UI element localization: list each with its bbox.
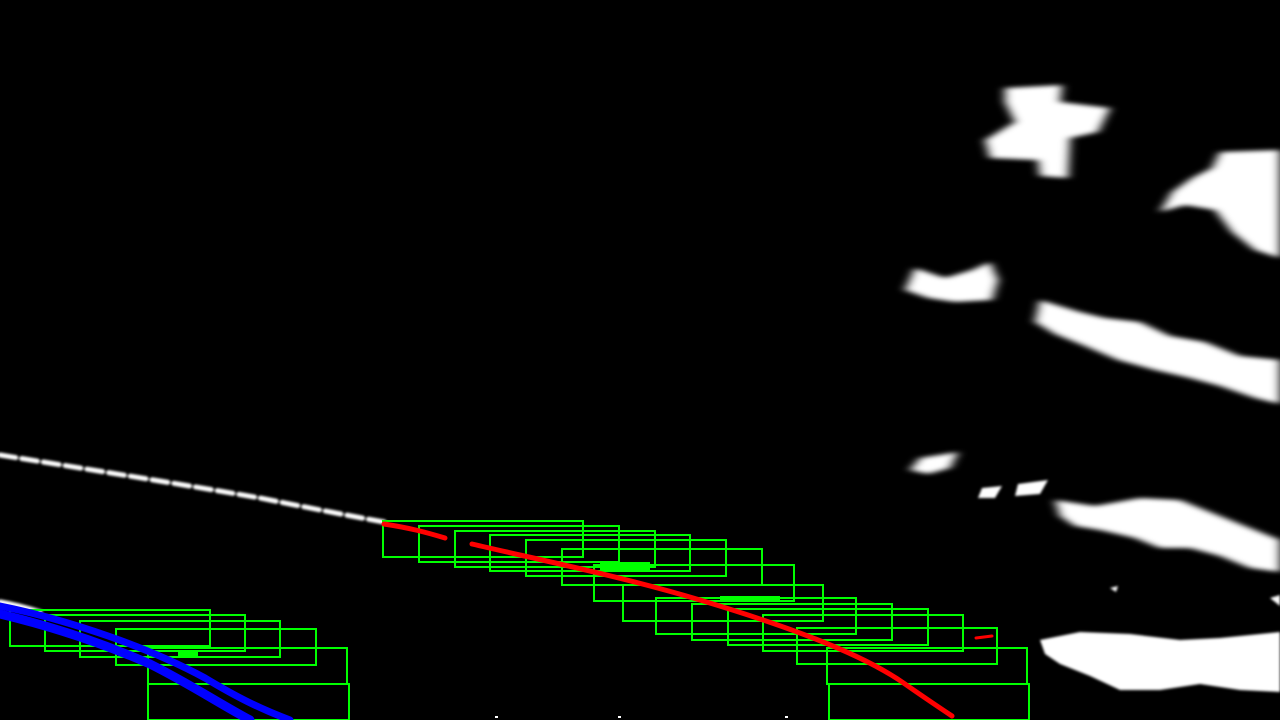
- threshold-lane-streak: [0, 452, 387, 615]
- right-lane-search-windows: [382, 520, 1030, 720]
- threshold-noise-blobs: [905, 85, 1280, 692]
- search-window: [828, 683, 1030, 720]
- search-window: [593, 564, 795, 602]
- left-lane-line: [0, 602, 294, 720]
- window-overlap-patches: [178, 562, 780, 658]
- search-window: [762, 614, 964, 652]
- search-window: [691, 603, 893, 641]
- right-lane-line: [381, 521, 994, 719]
- bottom-edge-speckles: [495, 716, 788, 718]
- search-window: [418, 525, 620, 563]
- search-window: [796, 627, 998, 665]
- search-window: [147, 683, 350, 720]
